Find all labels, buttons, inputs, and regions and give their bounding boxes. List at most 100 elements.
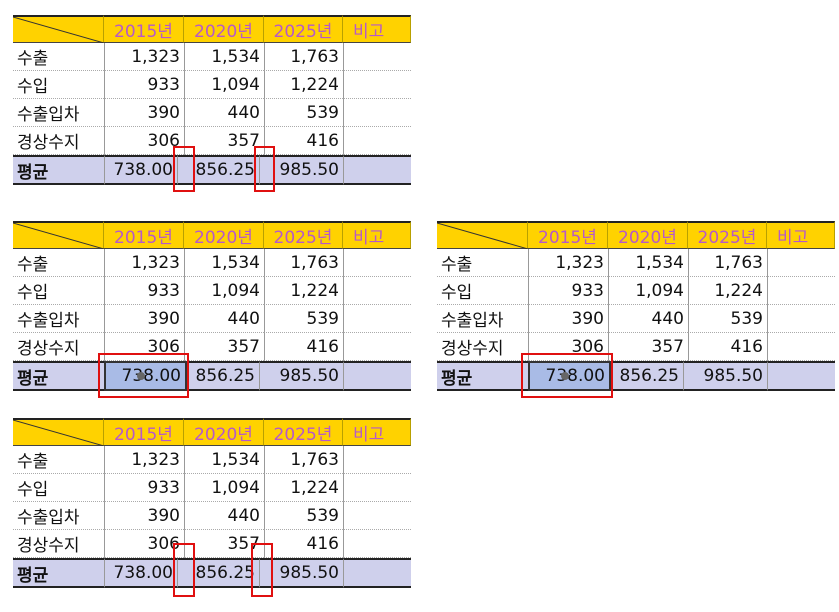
value-cell: 1,224: [264, 71, 343, 99]
row-label: 수입: [13, 71, 104, 99]
value-cell: 440: [184, 305, 264, 333]
value-cell: 1,534: [184, 446, 264, 474]
average-cell: 738.00: [104, 558, 177, 588]
column-header: 비고: [343, 418, 411, 446]
row-label: 경상수지: [13, 333, 104, 361]
value-cell: 390: [104, 305, 184, 333]
row-label: 수출입차: [13, 99, 104, 127]
note-cell: [767, 277, 835, 305]
value-cell: 1,224: [264, 277, 343, 305]
column-header: 2020년: [184, 221, 264, 249]
average-cell: 856.25: [177, 558, 259, 588]
column-header: 2020년: [184, 15, 264, 43]
value-cell: 1,323: [104, 249, 184, 277]
value-cell: 933: [528, 277, 608, 305]
highlight-box: [173, 543, 195, 597]
column-header: 2015년: [528, 221, 608, 249]
note-cell: [767, 333, 835, 361]
note-cell: [767, 361, 835, 391]
note-cell: [767, 305, 835, 333]
note-cell: [343, 446, 411, 474]
value-cell: 1,534: [184, 249, 264, 277]
value-cell: 1,224: [264, 474, 343, 502]
header-corner: [13, 15, 104, 43]
column-header: 2025년: [688, 221, 767, 249]
value-cell: 933: [104, 71, 184, 99]
average-cell: 856.25: [177, 155, 259, 185]
row-label: 수출입차: [437, 305, 528, 333]
average-cell: 856.25: [611, 361, 683, 391]
column-header: 2025년: [264, 221, 343, 249]
value-cell: 390: [104, 99, 184, 127]
value-cell: 416: [264, 530, 343, 558]
note-cell: [767, 249, 835, 277]
note-cell: [343, 361, 411, 391]
average-label: 평균: [13, 361, 104, 391]
value-cell: 390: [104, 502, 184, 530]
value-cell: 440: [184, 502, 264, 530]
value-cell: 416: [688, 333, 767, 361]
note-cell: [343, 249, 411, 277]
value-cell: 539: [688, 305, 767, 333]
average-label: 평균: [437, 361, 528, 391]
note-cell: [343, 127, 411, 155]
highlight-box: [98, 353, 189, 398]
row-label: 경상수지: [437, 333, 528, 361]
value-cell: 357: [184, 333, 264, 361]
row-label: 수출: [13, 249, 104, 277]
column-header: 2015년: [104, 418, 184, 446]
value-cell: 933: [104, 277, 184, 305]
value-cell: 416: [264, 127, 343, 155]
value-cell: 306: [104, 333, 184, 361]
average-label: 평균: [13, 558, 104, 588]
cursor-dot: [137, 372, 145, 380]
value-cell: 1,094: [608, 277, 688, 305]
value-cell: 440: [608, 305, 688, 333]
row-label: 수출입차: [13, 502, 104, 530]
value-cell: 416: [264, 333, 343, 361]
average-cell: 738.00: [528, 361, 611, 391]
row-label: 수출: [13, 446, 104, 474]
header-corner: [13, 221, 104, 249]
note-cell: [343, 530, 411, 558]
note-cell: [343, 43, 411, 71]
value-cell: 390: [528, 305, 608, 333]
highlight-box: [521, 353, 613, 398]
highlight-box: [251, 543, 273, 597]
column-header: 2020년: [184, 418, 264, 446]
column-header: 2025년: [264, 418, 343, 446]
row-label: 수입: [13, 474, 104, 502]
average-cell: 738.00: [104, 361, 187, 391]
header-corner: [13, 418, 104, 446]
value-cell: 539: [264, 502, 343, 530]
value-cell: 1,323: [104, 446, 184, 474]
highlight-box: [254, 146, 275, 192]
value-cell: 1,094: [184, 277, 264, 305]
column-header: 2015년: [104, 221, 184, 249]
value-cell: 1,763: [688, 249, 767, 277]
note-cell: [343, 474, 411, 502]
note-cell: [343, 502, 411, 530]
column-header: 비고: [767, 221, 835, 249]
average-cell: 985.50: [683, 361, 767, 391]
note-cell: [343, 305, 411, 333]
value-cell: 1,094: [184, 71, 264, 99]
row-label: 수출: [13, 43, 104, 71]
value-cell: 539: [264, 99, 343, 127]
row-label: 수출입차: [13, 305, 104, 333]
average-label: 평균: [13, 155, 104, 185]
value-cell: 1,094: [184, 474, 264, 502]
row-label: 수출: [437, 249, 528, 277]
average-cell: 856.25: [187, 361, 259, 391]
value-cell: 539: [264, 305, 343, 333]
header-corner: [437, 221, 528, 249]
row-label: 수입: [13, 277, 104, 305]
column-header: 2015년: [104, 15, 184, 43]
value-cell: 306: [104, 127, 184, 155]
value-cell: 357: [184, 127, 264, 155]
note-cell: [343, 277, 411, 305]
column-header: 비고: [343, 15, 411, 43]
value-cell: 933: [104, 474, 184, 502]
value-cell: 1,763: [264, 249, 343, 277]
